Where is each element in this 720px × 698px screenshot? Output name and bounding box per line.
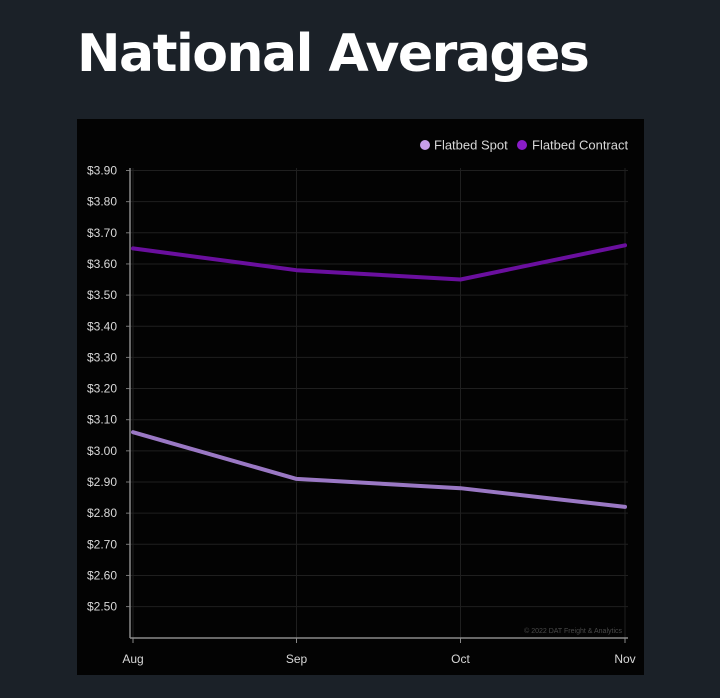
x-tick-label: Aug — [122, 652, 143, 666]
y-tick-label: $3.90 — [87, 164, 117, 178]
x-tick-label: Nov — [614, 652, 635, 666]
x-tick-label: Sep — [286, 652, 308, 666]
line-chart: $3.90 $3.80 $3.70 $3.60 $3.50 $3.40 $3.30 $3.20… — [87, 138, 636, 667]
y-tick-label: $2.50 — [87, 600, 117, 614]
legend-label: Flatbed Contract — [532, 138, 628, 153]
y-tick-label: $3.20 — [87, 382, 117, 396]
legend-label: Flatbed Spot — [434, 138, 508, 153]
y-tick-label: $2.80 — [87, 506, 117, 520]
legend-marker — [517, 140, 527, 150]
axis-layer: $3.90 $3.80 $3.70 $3.60 $3.50 $3.40 $3.30 $3.20… — [87, 164, 636, 667]
y-tick-label: $3.40 — [87, 319, 117, 333]
y-tick-label: $3.00 — [87, 444, 117, 458]
y-tick-label: $3.60 — [87, 257, 117, 271]
chart-panel: $3.90 $3.80 $3.70 $3.60 $3.50 $3.40 $3.30 $3.20… — [77, 119, 644, 675]
grid-layer — [130, 168, 628, 638]
y-tick-label: $3.10 — [87, 413, 117, 427]
series-line-flatbed-spot — [131, 430, 627, 509]
y-tick-label: $2.90 — [87, 475, 117, 489]
y-tick-label: $3.80 — [87, 195, 117, 209]
series-layer — [131, 243, 627, 509]
legend-marker — [420, 140, 430, 150]
page-title: National Averages — [77, 24, 590, 84]
x-tick-label: Oct — [451, 652, 470, 666]
y-tick-label: $2.70 — [87, 537, 117, 551]
y-tick-label: $3.70 — [87, 226, 117, 240]
chart-legend: Flatbed Spot Flatbed Contract — [420, 138, 628, 153]
y-tick-label: $3.30 — [87, 350, 117, 364]
series-line-flatbed-contract — [131, 243, 627, 282]
y-tick-label: $3.50 — [87, 288, 117, 302]
chart-watermark: © 2022 DAT Freight & Analytics — [524, 627, 622, 635]
y-tick-label: $2.60 — [87, 568, 117, 582]
